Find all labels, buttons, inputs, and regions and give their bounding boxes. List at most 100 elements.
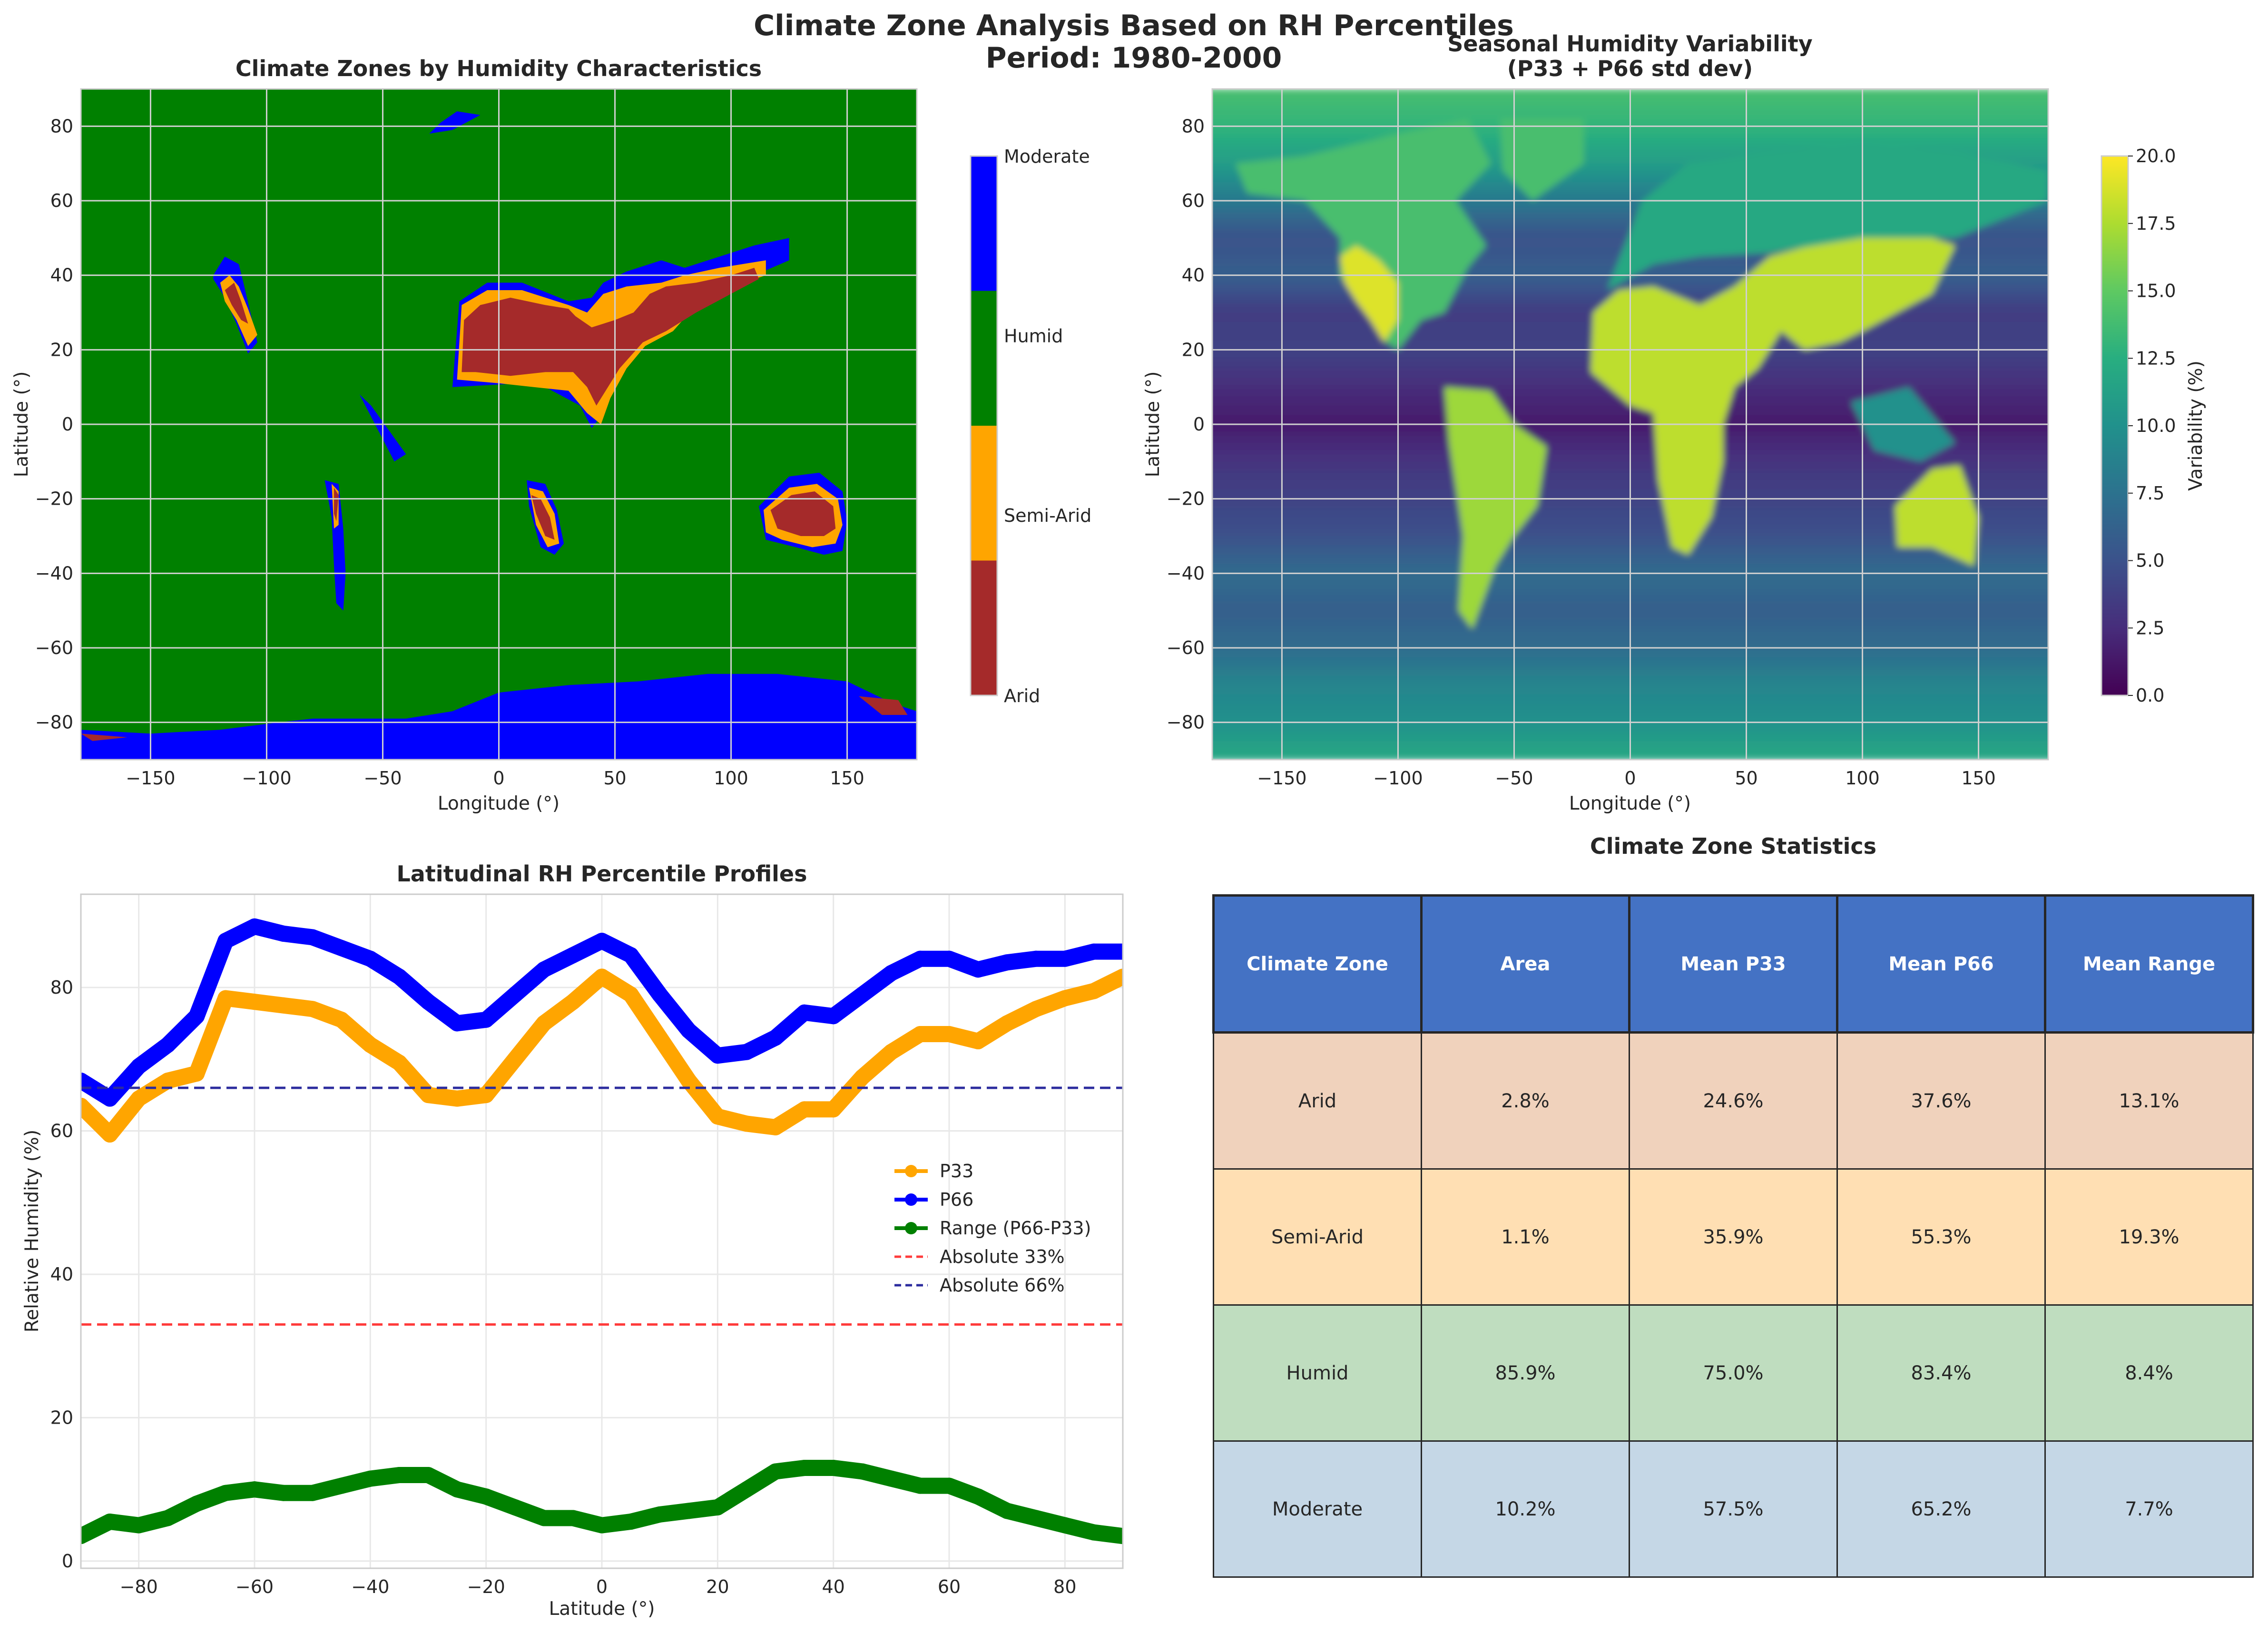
y-tick-label: 20	[50, 339, 73, 360]
series-p33-point	[275, 997, 292, 1014]
zones-ylabel: Latitude (°)	[11, 371, 32, 478]
zones-ticks: −150 −100 −50 0 50 100 150 −80 −60 −40 −20 0 20 40 60 8…	[35, 116, 864, 789]
colorbar-frame	[970, 155, 998, 696]
table-row: Humid 85.9% 75.0% 83.4% 8.4%	[1213, 1304, 2254, 1442]
variability-grid	[1212, 89, 2048, 760]
profiles-title: Latitudinal RH Percentile Profiles	[396, 861, 807, 887]
y-tick-label: −40	[35, 563, 73, 584]
x-tick-label: −150	[1257, 768, 1306, 789]
legend-marker	[905, 1222, 917, 1234]
series-p66-point	[101, 1090, 118, 1107]
table-header-row: Climate Zone Area Mean P33 Mean P66 Mean…	[1212, 894, 2254, 1034]
series-p33-point	[854, 1069, 871, 1085]
cell-mean-p33: 24.6%	[1629, 1032, 1838, 1170]
cell-mean-range: 7.7%	[2044, 1440, 2254, 1578]
zones-xlabel: Longitude (°)	[438, 793, 560, 814]
variability-xlabel: Longitude (°)	[1569, 793, 1691, 814]
profiles-ticks: −80 −60 −40 −20 0 20 40 60 80 0 20 40 60 80	[50, 977, 1077, 1597]
series-p66-point	[651, 987, 668, 1003]
series-p66-point	[912, 950, 929, 967]
cell-area: 1.1%	[1421, 1168, 1630, 1306]
x-tick-label: −40	[351, 1576, 389, 1597]
colorbar-segment	[971, 156, 997, 291]
cell-area: 10.2%	[1421, 1440, 1630, 1578]
y-tick-label: 60	[50, 1120, 73, 1141]
series-p66-point	[246, 918, 263, 935]
series-p33-point	[217, 990, 234, 1007]
variability-land-area	[1607, 141, 2048, 290]
colorbar-label: Moderate	[1004, 146, 1090, 167]
series-p66-point	[854, 987, 871, 1003]
x-tick-label: 40	[822, 1576, 844, 1597]
x-tick-label: 0	[596, 1576, 608, 1597]
series-p66-point	[825, 1008, 842, 1025]
series-range-p66-p33-point	[188, 1495, 205, 1512]
x-tick-label: 100	[1845, 768, 1880, 789]
cell-mean-range: 13.1%	[2044, 1032, 2254, 1170]
x-tick-label: −100	[242, 768, 291, 789]
series-p66-point	[130, 1058, 147, 1075]
zone-arid-region	[225, 283, 248, 324]
zone-arid-region	[770, 491, 836, 536]
series-range-p66-p33-point	[420, 1467, 436, 1484]
series-range-p66-p33-point	[709, 1499, 726, 1515]
y-tick-label: 60	[1182, 190, 1205, 211]
series-p66-point	[1086, 943, 1102, 960]
y-tick-label: −80	[35, 712, 73, 733]
table-row: Moderate 10.2% 57.5% 65.2% 7.7%	[1213, 1440, 2254, 1578]
series-p66-point	[391, 968, 408, 985]
cell-mean-p33: 35.9%	[1629, 1168, 1838, 1306]
series-p33-point	[101, 1126, 118, 1143]
x-tick-label: 60	[938, 1576, 961, 1597]
y-tick-label: −60	[35, 637, 73, 658]
legend-marker	[905, 1193, 917, 1206]
variability-title-line: (P33 + P66 std dev)	[1507, 56, 1753, 81]
x-tick-label: 100	[714, 768, 748, 789]
x-tick-label: 150	[830, 768, 864, 789]
series-p66-point	[81, 1072, 89, 1089]
series-p66-point	[970, 961, 986, 978]
series-range-p66-p33-point	[507, 1499, 523, 1515]
cell-mean-p66: 55.3%	[1836, 1168, 2046, 1306]
series-range-p66-p33-point	[1028, 1510, 1044, 1526]
cell-zone: Arid	[1213, 1032, 1422, 1170]
series-p33-point	[709, 1108, 726, 1125]
zones-panel: −150 −100 −50 0 50 100 150 −80 −60 −40 −20 0 20 40 60 8…	[11, 56, 1091, 814]
cell-area: 2.8%	[1421, 1032, 1630, 1170]
zone-moderate-region	[324, 480, 346, 611]
colorbar-tick-label: 2.5	[2136, 617, 2164, 638]
y-tick-label: 80	[1182, 116, 1205, 137]
series-range-p66-p33-point	[999, 1503, 1015, 1519]
variability-title: Seasonal Humidity Variability (P33 + P66 …	[1447, 31, 1812, 81]
series-p66-point	[159, 1036, 176, 1053]
y-tick-label: 40	[50, 1264, 73, 1285]
variability-panel: −150 −100 −50 0 50 100 150 −80 −60 −40 −20 0 20 40 60 8…	[1142, 31, 2207, 814]
y-tick-label: 20	[50, 1407, 73, 1428]
series-range-p66-p33-point	[594, 1517, 610, 1534]
series-p66-point	[449, 1015, 465, 1032]
series-range-p66-p33-point	[449, 1481, 465, 1498]
table-title: Climate Zone Statistics	[1590, 833, 1876, 859]
colorbar-tick-label: 15.0	[2136, 281, 2176, 302]
variability-ticks: −150 −100 −50 0 50 100 150 −80 −60 −40 −20 0 20 40 60 8…	[1167, 116, 1996, 789]
series-p66-point	[594, 932, 610, 949]
series-range-p66-p33-point	[825, 1459, 842, 1476]
series-p66-point	[362, 950, 379, 967]
series-p33-point	[999, 1015, 1015, 1032]
series-p66-point	[796, 1004, 813, 1021]
series-p33-point	[362, 1036, 379, 1053]
series-range-p66-p33-point	[304, 1485, 321, 1501]
x-tick-label: 150	[1961, 768, 1996, 789]
zones-colorbar: Moderate Humid Semi-Arid Arid	[970, 146, 1091, 706]
cell-mean-p66: 65.2%	[1836, 1440, 2046, 1578]
cell-zone: Humid	[1213, 1304, 1422, 1442]
series-p33-point	[738, 1115, 755, 1132]
zone-arid-region	[859, 696, 908, 715]
colorbar-tick-label: 7.5	[2136, 483, 2164, 504]
colorbar-title: Variability (%)	[2185, 361, 2207, 491]
cell-area: 85.9%	[1421, 1304, 1630, 1442]
zones-frame	[80, 88, 918, 761]
series-p33-point	[825, 1101, 842, 1118]
series-range-p66-p33-point	[362, 1470, 379, 1487]
series-range-p66-p33-point	[854, 1463, 871, 1480]
